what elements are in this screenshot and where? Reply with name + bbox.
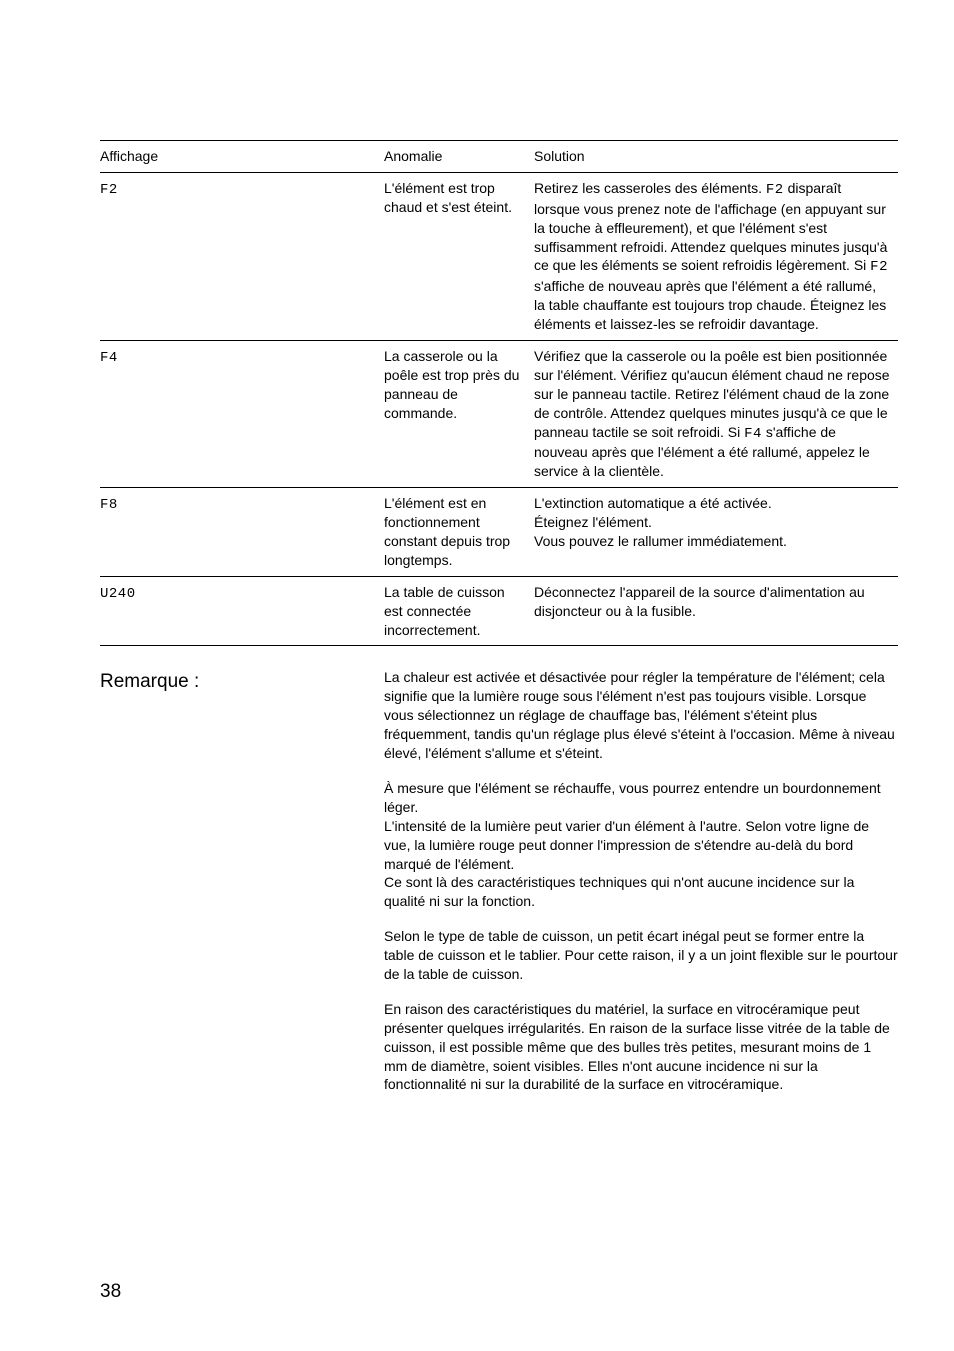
remarque-body: La chaleur est activée et désactivée pou… <box>384 668 898 1094</box>
display-code: F2 <box>100 182 118 198</box>
anomaly-text: L'élément est trop chaud et s'est éteint… <box>384 172 534 340</box>
remarque-paragraph: En raison des caractéristiques du matéri… <box>384 1000 898 1094</box>
remarque-section: Remarque : La chaleur est activée et dés… <box>100 668 898 1094</box>
display-code: F4 <box>100 350 118 366</box>
remarque-paragraph: À mesure que l'élément se réchauffe, vou… <box>384 779 898 911</box>
remarque-paragraph: Selon le type de table de cuisson, un pe… <box>384 927 898 984</box>
table-row: U240 La table de cuisson est connectée i… <box>100 576 898 646</box>
anomaly-text: La casserole ou la poêle est trop près d… <box>384 341 534 488</box>
table-row: F4 La casserole ou la poêle est trop prè… <box>100 341 898 488</box>
header-affichage: Affichage <box>100 141 384 173</box>
anomaly-text: L'élément est en fonctionnement constant… <box>384 488 534 577</box>
header-solution: Solution <box>534 141 898 173</box>
display-code: F8 <box>100 497 118 513</box>
solution-text: Vérifiez que la casserole ou la poêle es… <box>534 341 898 488</box>
solution-text: Retirez les casseroles des éléments. F2 … <box>534 172 898 340</box>
solution-text: L'extinction automatique a été activée. … <box>534 488 898 577</box>
table-row: F2 L'élément est trop chaud et s'est éte… <box>100 172 898 340</box>
page-number: 38 <box>100 1279 121 1305</box>
anomaly-text: La table de cuisson est connectée incorr… <box>384 576 534 646</box>
remarque-paragraph: La chaleur est activée et désactivée pou… <box>384 668 898 762</box>
table-row: F8 L'élément est en fonctionnement const… <box>100 488 898 577</box>
remarque-heading: Remarque : <box>100 668 384 1094</box>
display-code: U240 <box>100 586 136 602</box>
solution-text: Déconnectez l'appareil de la source d'al… <box>534 576 898 646</box>
troubleshooting-table: Affichage Anomalie Solution F2 L'élément… <box>100 140 898 646</box>
header-anomalie: Anomalie <box>384 141 534 173</box>
